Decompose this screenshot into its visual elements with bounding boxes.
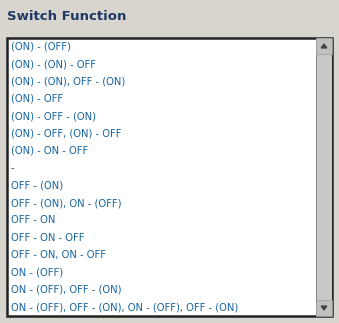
Bar xyxy=(316,38,332,316)
Bar xyxy=(316,300,332,316)
Text: ON - (OFF), OFF - (ON): ON - (OFF), OFF - (ON) xyxy=(11,285,121,295)
Text: OFF - (ON): OFF - (ON) xyxy=(11,181,63,191)
Text: (ON) - OFF: (ON) - OFF xyxy=(11,94,63,104)
Text: (ON) - (ON) - OFF: (ON) - (ON) - OFF xyxy=(11,59,96,69)
Text: ON - (OFF), OFF - (ON), ON - (OFF), OFF - (ON): ON - (OFF), OFF - (ON), ON - (OFF), OFF … xyxy=(11,302,238,312)
Text: ON - (OFF): ON - (OFF) xyxy=(11,267,63,277)
Text: (ON) - (OFF): (ON) - (OFF) xyxy=(11,42,71,52)
Text: OFF - ON - OFF: OFF - ON - OFF xyxy=(11,233,84,243)
Text: OFF - ON: OFF - ON xyxy=(11,215,55,225)
Bar xyxy=(316,38,332,54)
Text: (ON) - OFF, (ON) - OFF: (ON) - OFF, (ON) - OFF xyxy=(11,129,121,139)
Bar xyxy=(7,38,332,316)
Text: -: - xyxy=(11,163,15,173)
Text: OFF - (ON), ON - (OFF): OFF - (ON), ON - (OFF) xyxy=(11,198,121,208)
Text: (ON) - OFF - (ON): (ON) - OFF - (ON) xyxy=(11,111,96,121)
Text: OFF - ON, ON - OFF: OFF - ON, ON - OFF xyxy=(11,250,106,260)
Text: (ON) - (ON), OFF - (ON): (ON) - (ON), OFF - (ON) xyxy=(11,77,125,87)
Polygon shape xyxy=(321,306,327,310)
Text: (ON) - ON - OFF: (ON) - ON - OFF xyxy=(11,146,88,156)
Polygon shape xyxy=(321,44,327,48)
Text: Switch Function: Switch Function xyxy=(7,10,126,23)
